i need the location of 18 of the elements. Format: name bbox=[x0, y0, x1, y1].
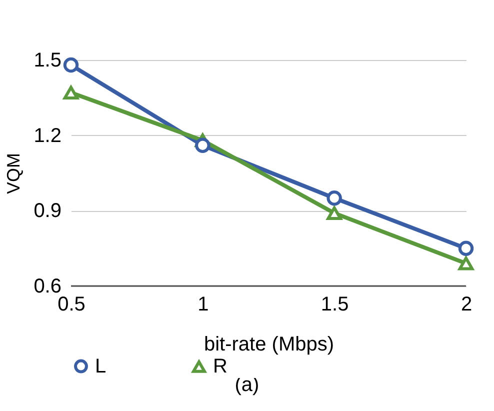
x-axis-title: bit-rate (Mbps) bbox=[204, 334, 334, 356]
point bbox=[458, 256, 474, 270]
y-tick-label: 1.5 bbox=[34, 50, 62, 72]
point bbox=[63, 86, 79, 100]
point bbox=[458, 240, 474, 256]
y-tick-label: 1.2 bbox=[34, 124, 62, 147]
point bbox=[326, 206, 342, 220]
y-axis-title: VQM bbox=[4, 152, 24, 194]
point bbox=[326, 190, 342, 206]
legend-label: R bbox=[213, 356, 228, 378]
y-tick-label: 0.9 bbox=[34, 200, 62, 222]
legend-label: L bbox=[95, 355, 106, 378]
text: (a) bbox=[234, 374, 260, 396]
point bbox=[63, 57, 79, 73]
x-tick-label: 1 bbox=[198, 294, 209, 316]
x-tick-label: 2 bbox=[460, 294, 472, 316]
x-tick-label: 1.5 bbox=[320, 294, 349, 316]
point bbox=[195, 138, 210, 153]
